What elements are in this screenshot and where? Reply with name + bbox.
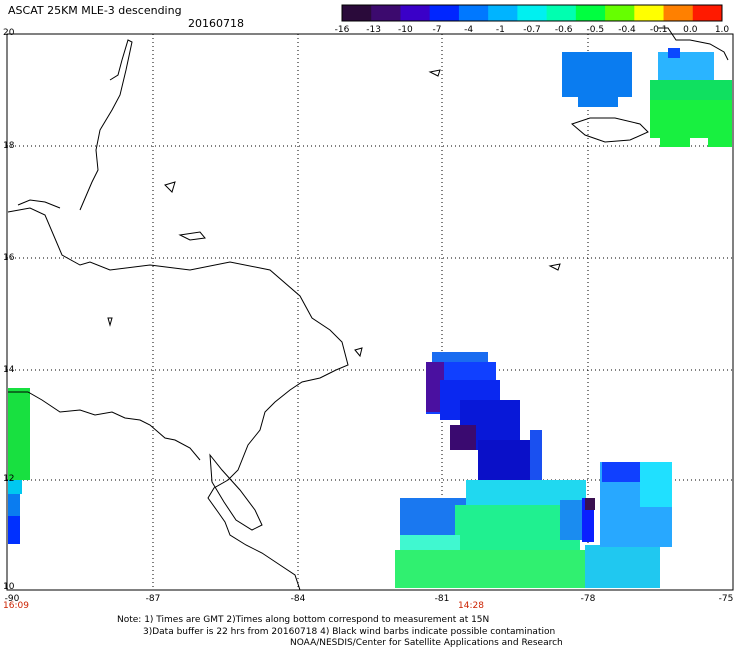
colorbar-tick-label: -10 (397, 25, 413, 35)
colorbar-tick-label: -7 (432, 25, 442, 35)
lat-label: 14 (3, 365, 15, 375)
swath-time-label: 14:28 (458, 601, 484, 611)
colorbar-tick-label: -0.1 (649, 25, 668, 35)
colorbar-tick-label: 0.0 (683, 25, 698, 35)
colorbar-tick-label: -0.7 (523, 25, 541, 35)
lon-label: -87 (145, 594, 161, 604)
colorbar-tick-label: 1.0 (714, 25, 730, 35)
swath-time-label: 16:09 (3, 601, 29, 611)
footer-note-2: 3)Data buffer is 22 hrs from 20160718 4)… (143, 627, 556, 637)
colorbar-tick-label: -0.6 (554, 25, 573, 35)
product-title: ASCAT 25KM MLE-3 descending (8, 4, 182, 17)
lat-label: 20 (3, 28, 15, 38)
lon-label: -81 (434, 594, 450, 604)
lat-label: 10 (3, 582, 15, 592)
lat-label: 12 (3, 474, 15, 484)
product-date: 20160718 (188, 17, 244, 30)
coastlines (7, 27, 729, 591)
footer-credit: NOAA/NESDIS/Center for Satellite Applica… (290, 638, 563, 648)
colorbar-tick-label: -0.5 (586, 25, 605, 35)
map-frame (6, 33, 734, 591)
colorbar-tick-label: -4 (464, 25, 474, 35)
swath-central (395, 352, 672, 588)
colorbar-tick-label: -1 (495, 25, 505, 35)
lat-label: 16 (3, 253, 15, 263)
lon-label: -90 (4, 594, 20, 604)
colorbar-tick-label: -13 (366, 25, 382, 35)
footer-note-1: Note: 1) Times are GMT 2)Times along bot… (117, 615, 490, 625)
colorbar-tick-label: -16 (334, 25, 350, 35)
lon-label: -75 (718, 594, 734, 604)
lat-lon-grid (7, 34, 733, 590)
lat-label: 18 (3, 141, 15, 151)
lon-label: -84 (290, 594, 306, 604)
lon-label: -78 (580, 594, 596, 604)
swath-northeast (562, 48, 732, 147)
colorbar-tick-label: -0.4 (618, 25, 636, 35)
swath-west (8, 388, 30, 544)
